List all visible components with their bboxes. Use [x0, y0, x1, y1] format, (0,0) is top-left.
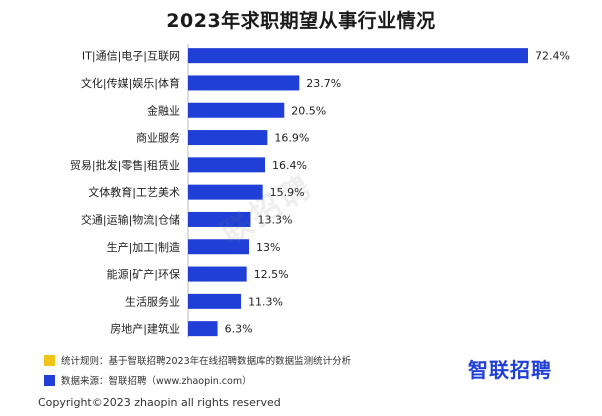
bar — [188, 130, 268, 146]
brand-logo: 智联招聘 — [468, 358, 552, 382]
category-label: 交通|运输|物流|仓储 — [81, 212, 180, 226]
bar — [188, 102, 285, 118]
category-label: IT|通信|电子|互联网 — [82, 50, 180, 63]
category-label: 商业服务 — [136, 131, 180, 145]
value-label: 6.3% — [225, 323, 253, 336]
value-label: 20.5% — [291, 104, 326, 117]
copyright: Copyright©2023 zhaopin all rights reserv… — [38, 396, 281, 409]
bar-chart: IT|通信|电子|互联网 72.4% 文化|传媒|娱乐|体育 23.7% 金融业 20.5… — [70, 44, 570, 339]
bar — [188, 293, 242, 309]
value-label: 12.5% — [254, 268, 289, 281]
category-label: 文体教育|工艺美术 — [88, 185, 180, 199]
bar — [188, 157, 266, 173]
notes: 统计规则：基于智联招聘2023年在线招聘数据库的数据监测统计分析 数据来源：智联… — [44, 350, 351, 390]
value-label: 11.3% — [248, 295, 283, 308]
category-label: 文化|传媒|娱乐|体育 — [81, 76, 180, 90]
bar — [188, 75, 300, 91]
value-label: 16.4% — [272, 159, 307, 172]
value-label: 23.7% — [306, 77, 341, 90]
note-method-swatch — [44, 354, 55, 366]
value-label: 13% — [256, 241, 280, 254]
note-source-swatch — [44, 374, 55, 386]
note-method-text: 统计规则：基于智联招聘2023年在线招聘数据库的数据监测统计分析 — [61, 356, 352, 367]
category-label: 贸易|批发|零售|租赁业 — [70, 158, 180, 172]
value-label: 15.9% — [270, 186, 305, 199]
note-method-row: 统计规则：基于智联招聘2023年在线招聘数据库的数据监测统计分析 — [44, 350, 351, 370]
bar — [188, 48, 528, 64]
category-label: 能源|矿产|环保 — [107, 267, 180, 281]
note-source-text: 数据来源：智联招聘（www.zhaopin.com） — [61, 376, 252, 387]
category-label: 金融业 — [147, 103, 180, 117]
value-label: 13.3% — [257, 213, 292, 226]
bar — [188, 239, 250, 255]
value-label: 16.9% — [274, 132, 309, 145]
note-source-row: 数据来源：智联招聘（www.zhaopin.com） — [44, 370, 351, 390]
bar — [188, 266, 247, 282]
value-label: 72.4% — [535, 50, 570, 63]
bar — [188, 211, 251, 227]
category-label: 生活服务业 — [125, 294, 180, 308]
category-label: 房地产|建筑业 — [110, 322, 180, 336]
category-label: 生产|加工|制造 — [107, 240, 180, 254]
bar — [188, 184, 263, 200]
bar — [188, 321, 218, 337]
chart-title: 2023年求职期望从事行业情况 — [166, 10, 436, 32]
